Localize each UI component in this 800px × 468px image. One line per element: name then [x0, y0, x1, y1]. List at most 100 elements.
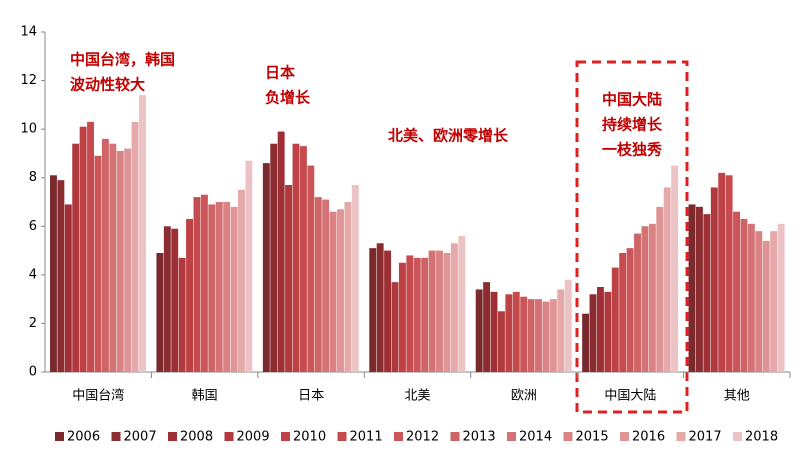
annotation: 波动性较大 [70, 76, 145, 94]
bar [109, 143, 117, 372]
bar [428, 250, 436, 372]
legend-label: 2016 [632, 430, 665, 445]
bar [186, 219, 194, 372]
annotation: 中国大陆 [602, 91, 662, 109]
bar [337, 209, 344, 372]
bar [292, 143, 300, 372]
bar [733, 211, 740, 372]
bar [527, 299, 535, 372]
y-tick-label: 2 [29, 316, 37, 331]
bar [695, 206, 703, 372]
bar [557, 289, 565, 372]
y-tick-label: 0 [29, 365, 37, 380]
y-tick-label: 14 [20, 25, 37, 40]
bar [619, 253, 627, 372]
bar [718, 172, 726, 372]
bar [384, 250, 392, 372]
bar [314, 197, 322, 372]
bar [582, 313, 590, 372]
bar [542, 301, 550, 372]
x-tick-label: 中国台湾 [72, 388, 124, 404]
bar [604, 291, 612, 372]
y-tick-label: 12 [20, 73, 37, 88]
bar [200, 194, 208, 372]
bar [740, 219, 748, 372]
bar [230, 206, 238, 372]
y-tick-label: 10 [20, 122, 37, 137]
legend-swatch [563, 432, 573, 441]
bar [436, 250, 443, 372]
bar [505, 294, 513, 372]
bar [747, 223, 755, 372]
legend-label: 2011 [350, 430, 383, 445]
x-tick-label: 韩国 [192, 389, 218, 404]
bar [87, 121, 95, 372]
y-tick-label: 6 [29, 219, 37, 234]
bar [406, 255, 414, 372]
bar [57, 180, 65, 372]
bar [299, 146, 307, 372]
bar [549, 299, 557, 372]
annotation: 中国台湾，韩国 [70, 51, 175, 69]
bar [79, 126, 87, 372]
bar [589, 294, 597, 372]
bar [285, 185, 293, 372]
bar [208, 204, 216, 372]
annotation: 北美、欧洲零增长 [388, 127, 509, 145]
bar [671, 165, 679, 372]
bar [626, 248, 634, 372]
bar [72, 143, 80, 372]
bar [307, 165, 315, 372]
bar [641, 226, 649, 372]
annotation: 持续增长 [602, 116, 663, 134]
legend-swatch [507, 432, 516, 441]
bar [178, 257, 186, 372]
bar [596, 287, 604, 372]
legend-label: 2015 [576, 430, 609, 445]
legend-label: 2014 [519, 430, 552, 445]
x-tick-label: 日本 [298, 389, 324, 404]
bar [344, 202, 352, 372]
legend-label: 2018 [745, 430, 778, 445]
bar [391, 282, 399, 372]
annotation: 一枝独秀 [602, 141, 663, 159]
legend-label: 2007 [124, 430, 157, 445]
bar [94, 155, 102, 372]
legend-swatch [337, 432, 347, 441]
legend-label: 2008 [180, 430, 213, 445]
bar [483, 282, 491, 372]
bar [64, 204, 72, 372]
bar [124, 148, 132, 372]
bar [215, 202, 223, 372]
bar [634, 233, 641, 372]
x-tick-label: 中国大陆 [604, 388, 656, 404]
bar [223, 202, 231, 372]
bar [611, 267, 619, 372]
bar [116, 151, 124, 372]
legend-label: 2017 [689, 430, 722, 445]
bar [755, 231, 763, 372]
annotation: 日本 [265, 64, 295, 82]
legend-label: 2013 [463, 430, 496, 445]
bar [450, 243, 458, 372]
bar [322, 199, 330, 372]
bar [656, 206, 664, 372]
x-tick-label: 其他 [724, 389, 750, 404]
bar [688, 204, 696, 372]
bar [245, 160, 253, 372]
legend-swatch [168, 432, 177, 441]
bar [490, 291, 498, 372]
bar [564, 279, 572, 372]
bar [131, 121, 139, 372]
legend-label: 2010 [293, 430, 326, 445]
legend-swatch [676, 432, 686, 441]
bar [351, 185, 359, 372]
bar [238, 189, 245, 372]
bar [413, 257, 421, 372]
bar [725, 175, 733, 372]
bar [710, 187, 718, 372]
legend-swatch [620, 432, 629, 441]
bar [329, 211, 337, 372]
legend-label: 2006 [67, 430, 100, 445]
